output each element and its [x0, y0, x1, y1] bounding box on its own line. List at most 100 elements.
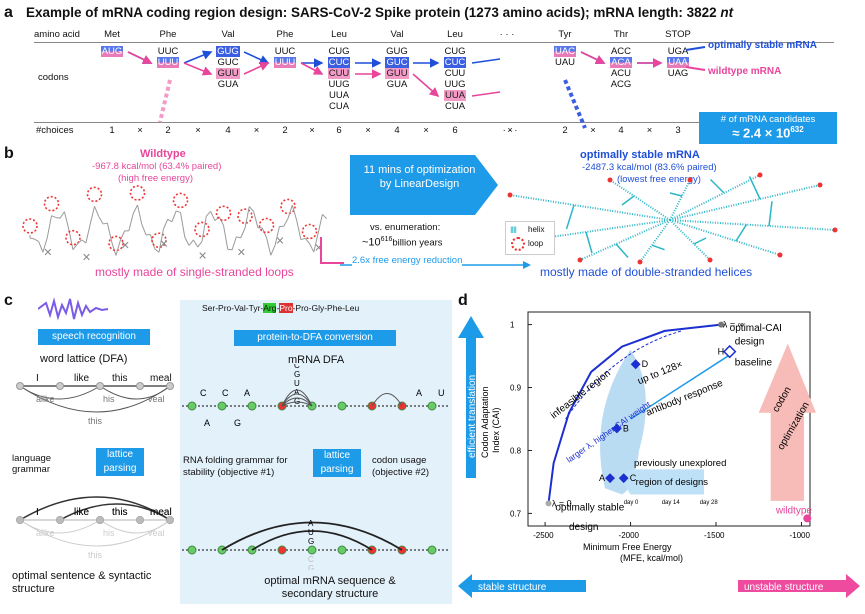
choice-count: 6: [336, 125, 342, 136]
mrna-node: [277, 545, 287, 555]
backbone-segment: [188, 239, 194, 246]
backbone-segment: [205, 210, 211, 217]
stable-path: [127, 50, 663, 68]
helix-loop-legend: IIII helix loop: [505, 221, 555, 255]
codon-arc: [281, 393, 313, 407]
backbone-segment: [322, 214, 328, 220]
point-H: [722, 344, 737, 359]
backbone-segment: [38, 241, 44, 253]
backbone-segment: [309, 243, 315, 253]
backbone-segment: [167, 218, 173, 223]
codon: GUC: [217, 57, 239, 68]
backbone-segment: [291, 205, 298, 221]
optimal-sentence-label: optimal sentence & syntactic structure: [12, 570, 152, 595]
parsed-word: I: [36, 507, 39, 518]
backbone-segment: [141, 224, 147, 236]
loop-cross: ✕: [198, 250, 207, 262]
blue-callout-arrow: [563, 79, 587, 129]
optimal-mrna-label: optimal mRNA sequence & secondary struct…: [264, 575, 396, 600]
lattice-node: [166, 382, 174, 390]
path-segment: [127, 51, 153, 64]
point-D: [630, 359, 641, 370]
backbone-segment: [55, 216, 61, 219]
helix-arm: [669, 184, 821, 221]
mrna-node: [187, 401, 197, 411]
efficient-label: efficient translation: [467, 375, 478, 458]
y-tick-label: 0.8: [510, 446, 522, 455]
codon-paths: [127, 50, 663, 129]
codon-shared: ACA: [610, 57, 632, 68]
parsed-node: [166, 516, 174, 524]
lattice-word: meal: [150, 373, 172, 384]
codon-wildtype: UUA: [443, 90, 467, 101]
unstable-arrow: [738, 574, 860, 598]
codon: ACC: [610, 46, 632, 57]
helix-arm: [509, 194, 671, 221]
choice-count: 3: [675, 125, 681, 136]
nucleotide: A: [308, 519, 314, 528]
backbone-segment: [176, 210, 181, 213]
optimal-cai-label-2: design: [735, 337, 764, 348]
x-tick-label: -2500: [533, 531, 554, 540]
optimal-mrna-graph: AUGCGU: [182, 519, 450, 570]
row-label-choices: #choices: [36, 125, 74, 136]
choice-count: 2: [165, 125, 171, 136]
amino-acid: Tyr: [558, 29, 572, 40]
nucleotide: G: [308, 537, 314, 546]
nucleotide: C: [200, 388, 207, 398]
codon: UUC: [157, 46, 179, 57]
lattice-word-alt: alike: [36, 394, 55, 404]
lattice-word-alt: this: [88, 416, 103, 426]
times-sign: ×: [365, 125, 371, 136]
path-segment: [183, 62, 213, 76]
lattice-word: this: [112, 373, 128, 384]
loop-marker: [832, 227, 838, 233]
waveform-icon: [38, 297, 109, 321]
lattice-word: like: [74, 373, 89, 384]
loop-marker: [817, 182, 823, 188]
lattice-node: [96, 382, 104, 390]
opt-note: (lowest free energy): [617, 174, 701, 185]
point-label: D: [642, 359, 649, 369]
y-tick-label: 0.9: [510, 384, 522, 393]
backbone-segment: [42, 237, 48, 253]
y-axis-label-2: Index (CAI): [491, 407, 501, 453]
codon-shared: UUU: [156, 57, 180, 68]
times-sign: ×: [507, 125, 513, 136]
backbone-segment: [154, 248, 160, 253]
codon-stable: CUC: [443, 57, 467, 68]
helix-arm: [669, 174, 761, 221]
backbone-segment: [248, 206, 254, 212]
backbone-segment: [89, 206, 95, 225]
lambda-zero-label: λ = 0: [552, 498, 572, 508]
row-label-amino: amino acid: [34, 29, 80, 40]
loop-marker: [507, 192, 513, 198]
protein-dfa-box: protein-to-DFA conversion: [234, 330, 396, 346]
wildtype-label: wildtype: [775, 505, 813, 516]
backbone-segment: [244, 206, 250, 229]
backbone-segment: [266, 237, 272, 256]
backbone-segment: [111, 241, 117, 256]
peptide-sequence: Ser-Pro-Val-Tyr-Arg-Pro-Pro-Gly-Phe-Leu: [202, 303, 360, 313]
helix-branch: [565, 204, 575, 230]
helix-branch: [615, 243, 629, 258]
backbone-segment: [94, 206, 100, 217]
backbone-segment: [283, 218, 289, 227]
path-segment: [471, 58, 501, 64]
nucleotide: U: [294, 379, 300, 388]
codon: UUG: [328, 79, 350, 90]
amino-acid: Met: [104, 29, 120, 40]
y-tick-label: 1: [510, 321, 515, 330]
lattice-node: [16, 382, 24, 390]
codon-wildtype: CUU: [327, 68, 351, 79]
helix-branch: [621, 195, 635, 206]
panel-a-label: a: [4, 4, 13, 21]
opt-mfe: -2487.3 kcal/mol (83.6% paired): [582, 162, 717, 173]
loop-marker: [43, 195, 60, 212]
nucleotide: A: [204, 418, 210, 428]
loop-marker: [607, 177, 613, 183]
improvement-arrow: [630, 355, 729, 420]
candidates-box: # of mRNA candidates ≈ 2.4 × 10632: [699, 112, 837, 144]
